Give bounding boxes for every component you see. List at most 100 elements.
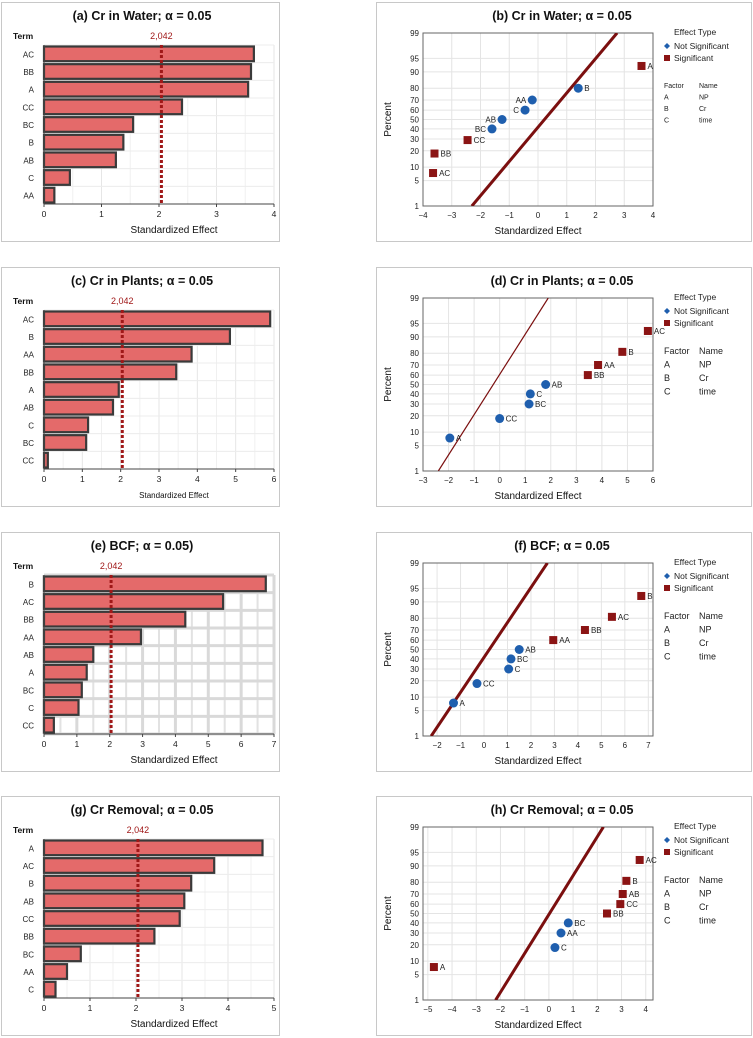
point-label: AC [618, 613, 629, 622]
category-label: BC [23, 686, 34, 695]
legend-title: Effect Type [674, 821, 716, 831]
x-tick-label: −1 [456, 741, 466, 750]
point-label: B [632, 877, 637, 886]
effect-bar [42, 663, 88, 681]
point-label: AC [646, 856, 657, 865]
factor-code: C [664, 652, 671, 662]
point-not-significant [520, 105, 530, 115]
fit-line [437, 298, 549, 471]
effect-bar [42, 63, 253, 80]
point-label: C [561, 944, 567, 953]
x-tick-label: 1 [88, 1003, 93, 1013]
effect-bar [42, 716, 55, 734]
y-tick-label: 30 [410, 665, 419, 674]
point-label: BB [441, 150, 452, 159]
x-axis-label: Standardized Effect [130, 225, 217, 236]
point-not-significant [449, 698, 459, 708]
point-label: C [513, 106, 519, 115]
panel-b-normal-plot: (b) Cr in Water; α = 0.05 1 5 10 20 30 40 50 60 7… [376, 2, 752, 242]
point-label: B [584, 84, 589, 93]
point-significant [594, 361, 603, 370]
point-significant [603, 909, 611, 918]
x-axis-label: Standardized Effect [130, 1019, 217, 1030]
y-tick-label: 80 [410, 878, 419, 887]
category-label: AA [23, 351, 34, 360]
x-tick-label: 4 [576, 741, 581, 750]
point-not-significant [556, 928, 566, 938]
x-tick-label: 3 [214, 209, 219, 219]
x-axis-label: Standardized Effect [130, 755, 217, 766]
factor-code: C [664, 118, 669, 125]
point-not-significant [525, 389, 535, 399]
name-header: Name [699, 346, 723, 356]
legend-significant: Significant [674, 583, 714, 593]
x-tick-label: 7 [272, 739, 277, 749]
category-label: C [28, 986, 34, 995]
y-tick-label: 20 [410, 412, 419, 421]
point-label: CC [483, 680, 495, 689]
factor-name: NP [699, 889, 712, 899]
y-tick-label: 95 [410, 848, 419, 857]
effect-bar [42, 575, 267, 593]
point-label: BB [591, 626, 602, 635]
y-axis-label: Term [13, 825, 34, 835]
y-tick-label: 10 [410, 957, 419, 966]
y-tick-label: 40 [410, 390, 419, 399]
effect-bar [42, 892, 186, 910]
point-not-significant [504, 664, 514, 674]
factor-header: Factor [664, 346, 690, 356]
x-tick-label: 0 [547, 1005, 552, 1014]
factor-code: C [664, 916, 671, 926]
y-tick-label: 99 [410, 559, 419, 568]
panel-f-normal-plot: (f) BCF; α = 0.05 1 5 10 20 30 40 50 60 70 80 90 95 9… [376, 532, 752, 772]
legend-marker-not-significant [664, 43, 670, 49]
x-tick-label: 5 [599, 741, 604, 750]
y-tick-label: 20 [410, 147, 419, 156]
legend-title: Effect Type [674, 27, 716, 37]
y-tick-label: 5 [415, 707, 420, 716]
y-tick-label: 70 [410, 361, 419, 370]
point-not-significant [527, 95, 537, 105]
y-tick-label: 40 [410, 655, 419, 664]
x-tick-label: 2 [118, 474, 123, 484]
x-tick-label: 6 [623, 741, 628, 750]
y-tick-label: 50 [410, 381, 419, 390]
x-axis-label: Standardized Effect [494, 491, 581, 502]
legend-not-significant: Not Significant [674, 835, 729, 845]
point-not-significant [524, 399, 534, 409]
fit-line [429, 563, 549, 736]
y-tick-label: 1 [415, 996, 420, 1005]
effect-bar [42, 151, 117, 169]
y-tick-label: 5 [415, 177, 420, 186]
x-tick-label: −4 [447, 1005, 457, 1014]
x-tick-label: −4 [418, 211, 428, 220]
point-label: AB [525, 646, 536, 655]
chart-title: (h) Cr Removal; α = 0.05 [491, 803, 634, 817]
x-tick-label: −1 [505, 211, 515, 220]
y-tick-label: 1 [415, 732, 420, 741]
x-tick-label: 7 [646, 741, 651, 750]
y-tick-label: 99 [410, 29, 419, 38]
x-tick-label: 3 [622, 211, 627, 220]
factor-name: Cr [699, 373, 709, 383]
x-tick-label: 2 [134, 1003, 139, 1013]
point-label: AB [552, 381, 563, 390]
y-axis-label: Percent [383, 367, 394, 402]
point-not-significant [550, 943, 560, 953]
x-tick-label: −1 [520, 1005, 530, 1014]
category-label: AA [23, 633, 34, 642]
x-tick-label: 3 [140, 739, 145, 749]
legend-title: Effect Type [674, 557, 716, 567]
point-not-significant [573, 83, 583, 93]
y-tick-label: 20 [410, 941, 419, 950]
chart-title: (c) Cr in Plants; α = 0.05 [71, 274, 213, 288]
reference-label: 2,042 [127, 825, 150, 835]
effect-bar [42, 857, 216, 874]
effect-bar [42, 345, 193, 363]
effect-bar [42, 593, 225, 610]
factor-name: NP [699, 360, 712, 370]
x-tick-label: 0 [497, 476, 502, 485]
y-axis-label: Percent [383, 102, 394, 137]
x-tick-label: 5 [272, 1003, 277, 1013]
point-not-significant [495, 414, 505, 424]
